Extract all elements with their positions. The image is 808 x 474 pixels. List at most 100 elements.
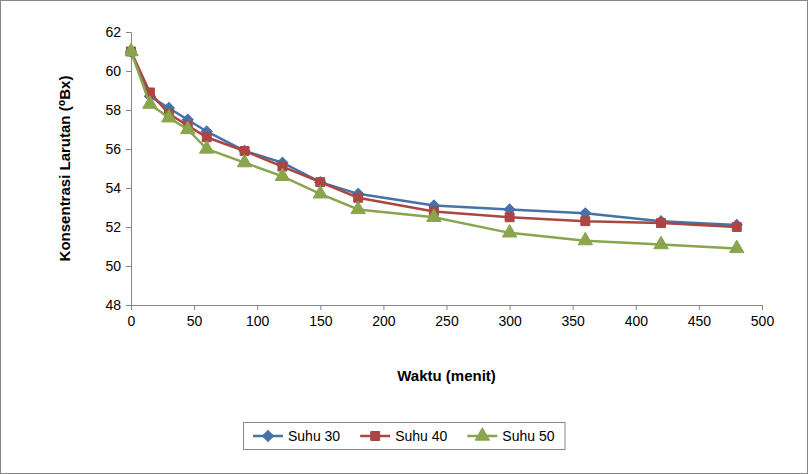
x-tick-mark bbox=[320, 305, 321, 310]
y-tick: 54 bbox=[105, 180, 131, 196]
legend-item: Suhu 50 bbox=[467, 428, 554, 444]
series-line bbox=[131, 52, 737, 226]
x-tick-mark bbox=[257, 305, 258, 310]
y-tick: 60 bbox=[105, 63, 131, 79]
series-markers bbox=[127, 47, 742, 231]
point-marker bbox=[351, 201, 365, 213]
x-tick: 350 bbox=[562, 305, 586, 329]
x-axis-title: Waktu (menit) bbox=[397, 367, 496, 384]
x-tick-label: 500 bbox=[751, 313, 775, 329]
x-tick: 500 bbox=[751, 305, 775, 329]
point-marker bbox=[427, 209, 441, 221]
chart: 0 50 100 150 200 250 300 350 400 450 500 48 50 52 54 56… bbox=[0, 0, 808, 474]
legend-item: Suhu 30 bbox=[253, 428, 340, 444]
x-tick: 100 bbox=[246, 305, 270, 329]
x-tick-mark bbox=[194, 305, 195, 310]
x-tick-label: 350 bbox=[562, 313, 586, 329]
y-tick-label: 62 bbox=[105, 24, 121, 40]
x-tick-label: 50 bbox=[187, 313, 203, 329]
point-marker bbox=[200, 141, 214, 153]
point-marker bbox=[657, 219, 666, 228]
y-tick-mark bbox=[126, 32, 131, 33]
point-marker bbox=[730, 240, 744, 252]
x-tick: 250 bbox=[435, 305, 459, 329]
x-tick: 450 bbox=[688, 305, 712, 329]
legend-label: Suhu 30 bbox=[288, 428, 340, 444]
x-tick: 150 bbox=[309, 305, 333, 329]
point-marker bbox=[162, 109, 176, 121]
x-tick: 50 bbox=[187, 305, 203, 329]
x-tick-mark bbox=[573, 305, 574, 310]
point-marker bbox=[275, 168, 289, 180]
y-tick-label: 58 bbox=[105, 102, 121, 118]
x-tick: 200 bbox=[372, 305, 396, 329]
x-tick-label: 300 bbox=[498, 313, 522, 329]
x-tick-label: 0 bbox=[128, 313, 136, 329]
y-tick: 62 bbox=[105, 24, 131, 40]
legend-item: Suhu 40 bbox=[360, 428, 447, 444]
x-tick: 300 bbox=[498, 305, 522, 329]
point-marker bbox=[581, 217, 590, 226]
y-tick: 58 bbox=[105, 102, 131, 118]
series-markers bbox=[126, 46, 743, 231]
point-marker bbox=[656, 216, 667, 227]
y-axis-line bbox=[126, 33, 132, 306]
y-tick-mark bbox=[126, 266, 131, 267]
x-tick-mark bbox=[383, 305, 384, 310]
x-tick-mark bbox=[447, 305, 448, 310]
y-tick-mark bbox=[126, 71, 131, 72]
x-tick-label: 250 bbox=[435, 313, 459, 329]
point-marker bbox=[181, 121, 195, 133]
y-axis-title: Konsentrasi Larutan (⁰Bx) bbox=[56, 76, 73, 262]
x-tick-mark bbox=[762, 305, 763, 310]
x-tick: 0 bbox=[128, 305, 136, 329]
x-tick-label: 100 bbox=[246, 313, 270, 329]
y-tick-label: 48 bbox=[105, 297, 121, 313]
y-tick-mark bbox=[126, 149, 131, 150]
y-tick-label: 52 bbox=[105, 219, 121, 235]
plot: 0 50 100 150 200 250 300 350 400 450 500 48 50 52 54 56… bbox=[105, 24, 774, 329]
y-tick: 50 bbox=[105, 258, 131, 274]
x-tick-mark bbox=[636, 305, 637, 310]
point-marker bbox=[125, 43, 138, 55]
series-line bbox=[131, 52, 737, 249]
point-marker bbox=[732, 223, 741, 232]
y-tick: 56 bbox=[105, 141, 131, 157]
x-tick-label: 150 bbox=[309, 313, 333, 329]
x-axis-line bbox=[132, 306, 763, 311]
x-tick-label: 200 bbox=[372, 313, 396, 329]
series-group bbox=[125, 43, 744, 252]
point-marker bbox=[731, 220, 742, 231]
y-tick-label: 50 bbox=[105, 258, 121, 274]
legend-label: Suhu 50 bbox=[502, 428, 554, 444]
point-marker bbox=[502, 225, 516, 237]
y-tick-mark bbox=[126, 188, 131, 189]
y-tick-label: 56 bbox=[105, 141, 121, 157]
legend-marker bbox=[475, 428, 489, 440]
y-axis: 48 50 52 54 56 58 60 62 bbox=[105, 24, 131, 313]
series-markers bbox=[125, 43, 744, 252]
chart-border bbox=[1, 1, 808, 474]
legend-marker bbox=[263, 431, 274, 442]
series-line bbox=[131, 52, 737, 228]
point-marker bbox=[237, 154, 251, 166]
x-axis: 0 50 100 150 200 250 300 350 400 450 500 bbox=[128, 305, 775, 329]
x-tick-mark bbox=[699, 305, 700, 310]
y-tick: 52 bbox=[105, 219, 131, 235]
point-marker bbox=[505, 213, 514, 222]
x-tick-mark bbox=[510, 305, 511, 310]
x-tick-label: 450 bbox=[688, 313, 712, 329]
point-marker bbox=[143, 96, 157, 108]
y-tick-label: 54 bbox=[105, 180, 121, 196]
y-tick-mark bbox=[126, 305, 131, 306]
legend-marker bbox=[371, 432, 380, 441]
x-tick: 400 bbox=[625, 305, 649, 329]
y-tick: 48 bbox=[105, 297, 131, 313]
legend-label: Suhu 40 bbox=[395, 428, 447, 444]
x-tick-label: 400 bbox=[625, 313, 649, 329]
legend: Suhu 30 Suhu 40 Suhu 50 bbox=[244, 423, 566, 450]
y-tick-label: 60 bbox=[105, 63, 121, 79]
point-marker bbox=[313, 186, 327, 198]
y-tick-mark bbox=[126, 110, 131, 111]
point-marker bbox=[654, 236, 668, 248]
